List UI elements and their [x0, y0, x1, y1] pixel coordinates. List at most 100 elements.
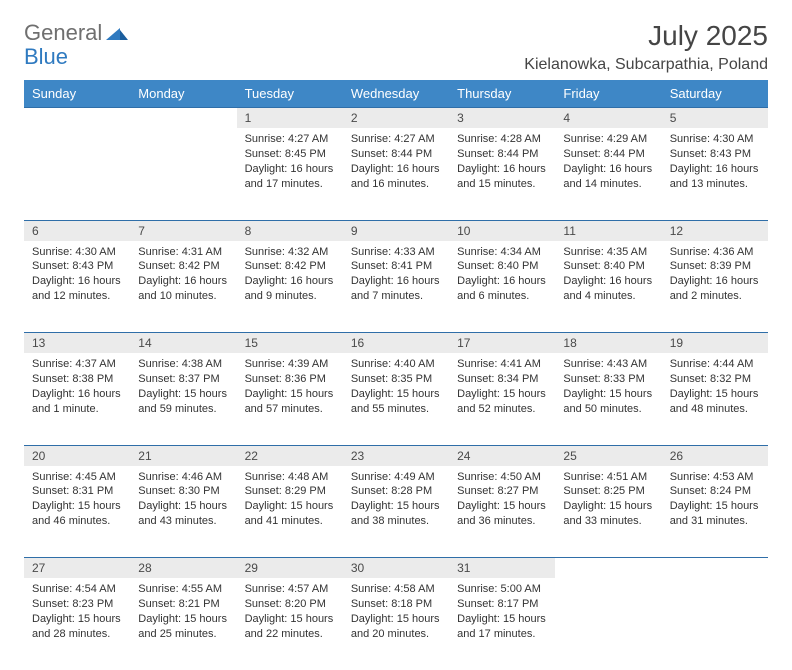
day-number-cell: 5 — [662, 108, 768, 129]
daylight-text: Daylight: 15 hours and 57 minutes. — [245, 387, 335, 417]
col-friday: Friday — [555, 80, 661, 108]
daylight-text: Daylight: 15 hours and 41 minutes. — [245, 499, 335, 529]
col-tuesday: Tuesday — [237, 80, 343, 108]
sunrise-text: Sunrise: 4:32 AM — [245, 245, 335, 260]
day-content-cell: Sunrise: 4:28 AMSunset: 8:44 PMDaylight:… — [449, 128, 555, 220]
sunset-text: Sunset: 8:33 PM — [563, 372, 653, 387]
content-row: Sunrise: 4:54 AMSunset: 8:23 PMDaylight:… — [24, 578, 768, 670]
day-content-cell: Sunrise: 4:30 AMSunset: 8:43 PMDaylight:… — [24, 241, 130, 333]
daylight-text: Daylight: 16 hours and 1 minute. — [32, 387, 122, 417]
sunset-text: Sunset: 8:29 PM — [245, 484, 335, 499]
sunset-text: Sunset: 8:43 PM — [32, 259, 122, 274]
daylight-text: Daylight: 15 hours and 50 minutes. — [563, 387, 653, 417]
sunrise-text: Sunrise: 4:34 AM — [457, 245, 547, 260]
daylight-text: Daylight: 15 hours and 31 minutes. — [670, 499, 760, 529]
daylight-text: Daylight: 15 hours and 28 minutes. — [32, 612, 122, 642]
day-number-cell: 2 — [343, 108, 449, 129]
day-content-cell: Sunrise: 4:53 AMSunset: 8:24 PMDaylight:… — [662, 466, 768, 558]
content-row: Sunrise: 4:45 AMSunset: 8:31 PMDaylight:… — [24, 466, 768, 558]
sunrise-text: Sunrise: 4:55 AM — [138, 582, 228, 597]
content-row: Sunrise: 4:37 AMSunset: 8:38 PMDaylight:… — [24, 353, 768, 445]
day-content-cell — [24, 128, 130, 220]
day-content-cell: Sunrise: 4:50 AMSunset: 8:27 PMDaylight:… — [449, 466, 555, 558]
day-content-cell: Sunrise: 4:27 AMSunset: 8:45 PMDaylight:… — [237, 128, 343, 220]
day-number-cell — [24, 108, 130, 129]
sunset-text: Sunset: 8:43 PM — [670, 147, 760, 162]
day-number-cell: 25 — [555, 445, 661, 466]
sunset-text: Sunset: 8:44 PM — [351, 147, 441, 162]
day-content-cell: Sunrise: 4:36 AMSunset: 8:39 PMDaylight:… — [662, 241, 768, 333]
daynum-row: 2728293031 — [24, 558, 768, 579]
day-number-cell: 20 — [24, 445, 130, 466]
col-monday: Monday — [130, 80, 236, 108]
day-number-cell: 11 — [555, 220, 661, 241]
sunrise-text: Sunrise: 4:33 AM — [351, 245, 441, 260]
daylight-text: Daylight: 16 hours and 16 minutes. — [351, 162, 441, 192]
day-number-cell: 22 — [237, 445, 343, 466]
sunset-text: Sunset: 8:38 PM — [32, 372, 122, 387]
day-content-cell: Sunrise: 4:27 AMSunset: 8:44 PMDaylight:… — [343, 128, 449, 220]
sunset-text: Sunset: 8:25 PM — [563, 484, 653, 499]
sunset-text: Sunset: 8:23 PM — [32, 597, 122, 612]
day-content-cell: Sunrise: 4:51 AMSunset: 8:25 PMDaylight:… — [555, 466, 661, 558]
day-number-cell: 24 — [449, 445, 555, 466]
day-number-cell: 27 — [24, 558, 130, 579]
sunrise-text: Sunrise: 4:30 AM — [32, 245, 122, 260]
col-thursday: Thursday — [449, 80, 555, 108]
day-content-cell: Sunrise: 4:45 AMSunset: 8:31 PMDaylight:… — [24, 466, 130, 558]
daylight-text: Daylight: 16 hours and 6 minutes. — [457, 274, 547, 304]
daynum-row: 20212223242526 — [24, 445, 768, 466]
daylight-text: Daylight: 15 hours and 17 minutes. — [457, 612, 547, 642]
daylight-text: Daylight: 15 hours and 33 minutes. — [563, 499, 653, 529]
sunrise-text: Sunrise: 4:31 AM — [138, 245, 228, 260]
sunrise-text: Sunrise: 4:35 AM — [563, 245, 653, 260]
day-number-cell: 1 — [237, 108, 343, 129]
day-content-cell — [662, 578, 768, 670]
day-number-cell: 15 — [237, 333, 343, 354]
day-content-cell: Sunrise: 4:41 AMSunset: 8:34 PMDaylight:… — [449, 353, 555, 445]
sunrise-text: Sunrise: 5:00 AM — [457, 582, 547, 597]
weekday-header-row: Sunday Monday Tuesday Wednesday Thursday… — [24, 80, 768, 108]
sunrise-text: Sunrise: 4:49 AM — [351, 470, 441, 485]
logo-word1: General — [24, 20, 102, 46]
day-number-cell: 19 — [662, 333, 768, 354]
day-content-cell: Sunrise: 4:39 AMSunset: 8:36 PMDaylight:… — [237, 353, 343, 445]
daylight-text: Daylight: 15 hours and 38 minutes. — [351, 499, 441, 529]
day-number-cell: 26 — [662, 445, 768, 466]
sunset-text: Sunset: 8:40 PM — [563, 259, 653, 274]
sunset-text: Sunset: 8:30 PM — [138, 484, 228, 499]
sunset-text: Sunset: 8:28 PM — [351, 484, 441, 499]
day-number-cell: 7 — [130, 220, 236, 241]
daylight-text: Daylight: 16 hours and 15 minutes. — [457, 162, 547, 192]
sunrise-text: Sunrise: 4:37 AM — [32, 357, 122, 372]
sunrise-text: Sunrise: 4:41 AM — [457, 357, 547, 372]
sunset-text: Sunset: 8:42 PM — [138, 259, 228, 274]
day-content-cell: Sunrise: 4:37 AMSunset: 8:38 PMDaylight:… — [24, 353, 130, 445]
sunset-text: Sunset: 8:40 PM — [457, 259, 547, 274]
daylight-text: Daylight: 15 hours and 20 minutes. — [351, 612, 441, 642]
col-wednesday: Wednesday — [343, 80, 449, 108]
day-number-cell — [662, 558, 768, 579]
daylight-text: Daylight: 15 hours and 59 minutes. — [138, 387, 228, 417]
sunset-text: Sunset: 8:36 PM — [245, 372, 335, 387]
sunset-text: Sunset: 8:31 PM — [32, 484, 122, 499]
daylight-text: Daylight: 15 hours and 22 minutes. — [245, 612, 335, 642]
day-content-cell: Sunrise: 4:58 AMSunset: 8:18 PMDaylight:… — [343, 578, 449, 670]
day-content-cell: Sunrise: 4:35 AMSunset: 8:40 PMDaylight:… — [555, 241, 661, 333]
sunrise-text: Sunrise: 4:46 AM — [138, 470, 228, 485]
daylight-text: Daylight: 16 hours and 12 minutes. — [32, 274, 122, 304]
sunset-text: Sunset: 8:17 PM — [457, 597, 547, 612]
day-number-cell — [555, 558, 661, 579]
day-content-cell: Sunrise: 4:34 AMSunset: 8:40 PMDaylight:… — [449, 241, 555, 333]
day-number-cell: 12 — [662, 220, 768, 241]
sunset-text: Sunset: 8:41 PM — [351, 259, 441, 274]
day-number-cell: 9 — [343, 220, 449, 241]
location-text: Kielanowka, Subcarpathia, Poland — [524, 56, 768, 74]
sunrise-text: Sunrise: 4:51 AM — [563, 470, 653, 485]
sunrise-text: Sunrise: 4:29 AM — [563, 132, 653, 147]
sunset-text: Sunset: 8:44 PM — [563, 147, 653, 162]
day-content-cell: Sunrise: 4:54 AMSunset: 8:23 PMDaylight:… — [24, 578, 130, 670]
daylight-text: Daylight: 16 hours and 9 minutes. — [245, 274, 335, 304]
sunrise-text: Sunrise: 4:48 AM — [245, 470, 335, 485]
logo-word2: Blue — [24, 44, 68, 70]
